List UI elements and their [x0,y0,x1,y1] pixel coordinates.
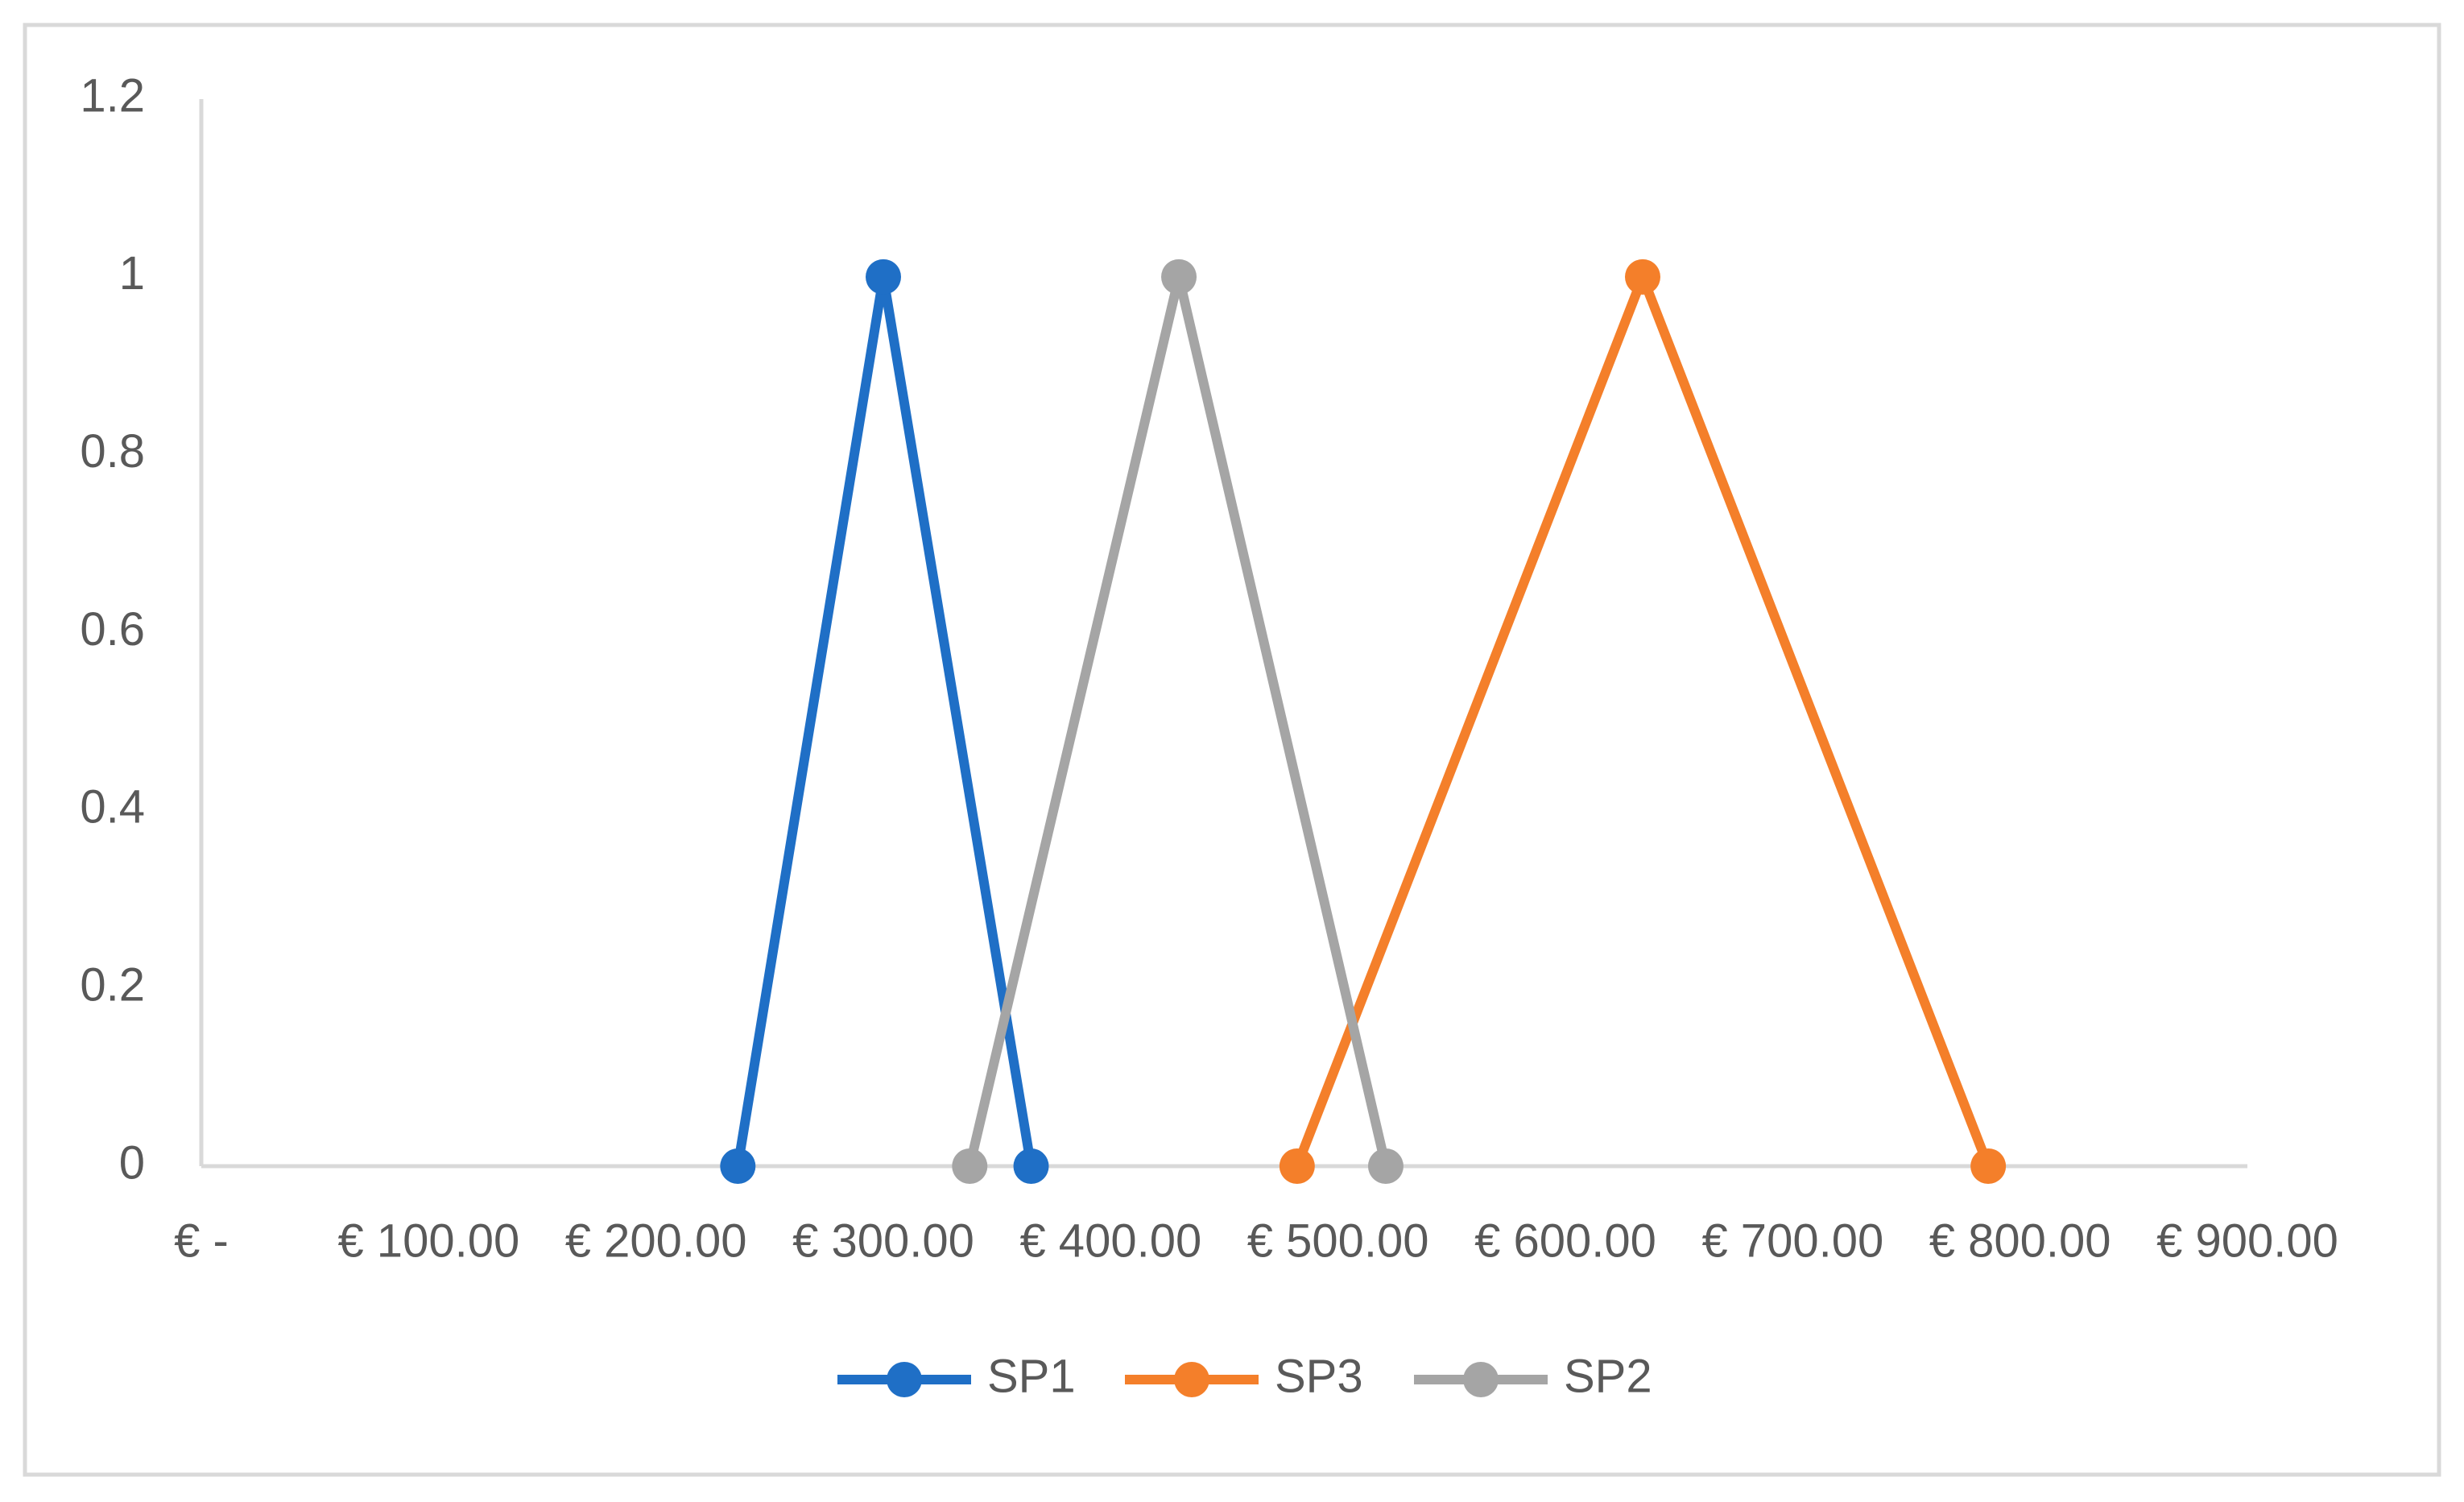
x-tick-label: € 500.00 [1247,1214,1429,1267]
legend-label: SP2 [1564,1350,1652,1402]
x-tick-label: € 900.00 [2156,1214,2338,1267]
data-point [720,1148,756,1184]
x-tick-label: € 300.00 [792,1214,974,1267]
data-point [1970,1148,2007,1184]
y-tick-label: 0.2 [80,958,145,1011]
data-point [1624,259,1660,295]
y-tick-label: 0.4 [80,781,145,834]
data-point [1367,1148,1404,1184]
data-point [1013,1148,1049,1184]
legend-label: SP1 [987,1350,1076,1402]
legend-label: SP3 [1275,1350,1363,1402]
y-tick-label: 1.2 [80,69,145,122]
legend-marker [1463,1362,1499,1397]
y-tick-label: 0 [119,1136,145,1189]
data-point [952,1148,988,1184]
x-tick-label: € - [174,1214,229,1267]
x-tick-label: € 600.00 [1474,1214,1656,1267]
data-point [1161,259,1197,295]
x-tick-label: € 400.00 [1019,1214,1201,1267]
data-point [866,259,901,295]
chart-border [23,23,2441,1477]
data-point [1279,1148,1315,1184]
y-tick-label: 0.8 [80,425,145,478]
y-tick-label: 0.6 [80,603,145,656]
x-tick-label: € 700.00 [1701,1214,1883,1267]
y-tick-label: 1 [119,247,145,300]
x-tick-label: € 200.00 [565,1214,747,1267]
legend-marker [887,1362,922,1397]
legend-marker [1174,1362,1209,1397]
x-tick-label: € 800.00 [1929,1214,2111,1267]
x-tick-label: € 100.00 [337,1214,519,1267]
